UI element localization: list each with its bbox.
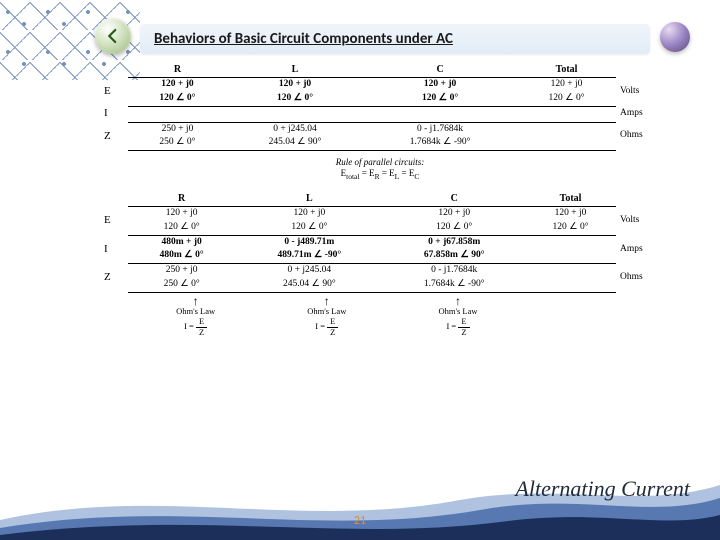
cell: 120 ∠ 0° [525, 221, 616, 235]
row-label: E [100, 206, 128, 235]
row-label: I [100, 235, 128, 264]
col-header: C [363, 62, 517, 78]
cell: 120 + j0 [525, 206, 616, 220]
cell [517, 122, 616, 136]
cell: 0 + j245.04 [227, 122, 363, 136]
rule-equation: Etotal = ER = EL = EC [100, 168, 660, 181]
cell: 480m + j0 [128, 235, 235, 249]
row-label: Z [100, 264, 128, 293]
cell: 67.858m ∠ 90° [383, 249, 525, 263]
ohms-law-formula: I = EZ [307, 317, 346, 338]
cell [525, 264, 616, 278]
cell [525, 235, 616, 249]
cell: 120 ∠ 0° [227, 92, 363, 106]
cell: 250 + j0 [128, 264, 235, 278]
ohms-law-row: ↑ Ohm's Law I = EZ ↑ Ohm's Law I = EZ ↑ … [100, 295, 660, 337]
cell: 245.04 ∠ 90° [227, 136, 363, 150]
row-label: E [100, 78, 128, 107]
unit: Amps [616, 235, 660, 264]
circuit-table-1: R L C Total E 120 + j0 120 + j0 120 + j0… [100, 62, 660, 151]
unit: Volts [616, 206, 660, 235]
chevron-left-icon [104, 27, 122, 45]
cell: 0 - j489.71m [235, 235, 383, 249]
cell [517, 106, 616, 122]
page-number: 21 [354, 514, 366, 528]
cell: 250 + j0 [128, 122, 227, 136]
cell: 0 + j67.858m [383, 235, 525, 249]
cell: 245.04 ∠ 90° [235, 278, 383, 292]
cell: 250 ∠ 0° [128, 136, 227, 150]
cell [525, 249, 616, 263]
slide-title-bar: Behaviors of Basic Circuit Components un… [140, 24, 650, 54]
cell: 250 ∠ 0° [128, 278, 235, 292]
cell [227, 106, 363, 122]
cell [363, 106, 517, 122]
ohms-law-formula: I = EZ [176, 317, 215, 338]
cell: 120 ∠ 0° [128, 92, 227, 106]
unit: Amps [616, 106, 660, 122]
ohms-law-col: ↑ Ohm's Law I = EZ [307, 295, 346, 337]
col-header: Total [525, 191, 616, 207]
cell: 120 + j0 [128, 206, 235, 220]
cell: 0 - j1.7684k [363, 122, 517, 136]
col-header: R [128, 191, 235, 207]
cell [525, 278, 616, 292]
rule-title: Rule of parallel circuits: [100, 157, 660, 168]
slide-subtitle: Alternating Current [515, 476, 690, 502]
cell: 120 + j0 [363, 78, 517, 92]
ohms-law-formula: I = EZ [438, 317, 477, 338]
cell: 1.7684k ∠ -90° [383, 278, 525, 292]
cell: 0 - j1.7684k [383, 264, 525, 278]
ohms-law-col: ↑ Ohm's Law I = EZ [438, 295, 477, 337]
cell [128, 106, 227, 122]
cell: 120 + j0 [383, 206, 525, 220]
col-header: Total [517, 62, 616, 78]
unit: Ohms [616, 264, 660, 293]
ohms-law-label: Ohm's Law [438, 307, 477, 317]
slide-content: R L C Total E 120 + j0 120 + j0 120 + j0… [100, 62, 660, 480]
slide-title: Behaviors of Basic Circuit Components un… [154, 30, 453, 48]
ohms-law-label: Ohm's Law [176, 307, 215, 317]
cell: 120 ∠ 0° [363, 92, 517, 106]
cell: 489.71m ∠ -90° [235, 249, 383, 263]
col-header: C [383, 191, 525, 207]
cell: 120 ∠ 0° [383, 221, 525, 235]
back-button[interactable] [95, 18, 131, 54]
cell: 120 + j0 [128, 78, 227, 92]
ohms-law-col: ↑ Ohm's Law I = EZ [176, 295, 215, 337]
col-header: L [235, 191, 383, 207]
cell [517, 136, 616, 150]
ohms-law-label: Ohm's Law [307, 307, 346, 317]
cell: 120 ∠ 0° [235, 221, 383, 235]
col-header: L [227, 62, 363, 78]
row-label: Z [100, 122, 128, 151]
cell: 120 ∠ 0° [517, 92, 616, 106]
cell: 120 + j0 [235, 206, 383, 220]
col-header: R [128, 62, 227, 78]
cell: 120 ∠ 0° [128, 221, 235, 235]
unit: Ohms [616, 122, 660, 151]
cell: 120 + j0 [517, 78, 616, 92]
circuit-table-2: R L C Total E 120 + j0 120 + j0 120 + j0… [100, 191, 660, 293]
row-label: I [100, 106, 128, 122]
cell: 0 + j245.04 [235, 264, 383, 278]
cell: 120 + j0 [227, 78, 363, 92]
cell: 1.7684k ∠ -90° [363, 136, 517, 150]
cell: 480m ∠ 0° [128, 249, 235, 263]
parallel-rule: Rule of parallel circuits: Etotal = ER =… [100, 157, 660, 181]
sphere-button[interactable] [660, 22, 690, 52]
unit: Volts [616, 78, 660, 107]
